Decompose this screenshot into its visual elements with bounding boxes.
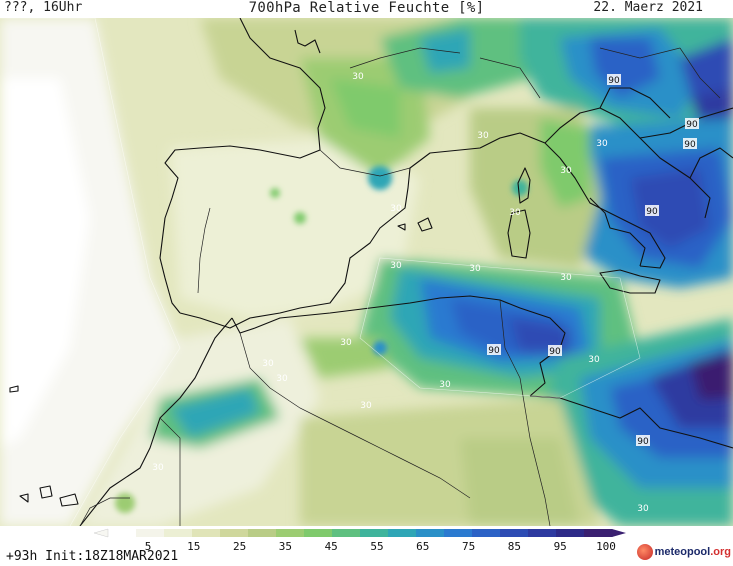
forecast-date: 22. Maerz 2021 xyxy=(593,0,703,15)
brand-logo[interactable]: meteopool .org xyxy=(636,544,731,560)
contour-label: 30 xyxy=(509,208,521,218)
contour-label-bg xyxy=(607,74,621,85)
colorbar-tick-label: 55 xyxy=(370,540,383,550)
colorbar-area: 5 15 25 35 45 55 65 75 85 95 100 +93h Init:18Z18MA… xyxy=(0,526,733,566)
location-time-label: ???, 16Uhr xyxy=(4,0,83,15)
colorbar-cell xyxy=(416,529,445,537)
colorbar-cell xyxy=(332,529,361,537)
init-time-label: +93h Init:18Z18MAR2021 xyxy=(6,549,179,564)
contour-label-bg xyxy=(487,344,501,355)
colorbar-tick-label: 100 xyxy=(596,540,616,550)
colorbar-tick-label: 5 xyxy=(145,540,152,550)
contour-label: 90 xyxy=(686,120,698,130)
colorbar-min-arrow xyxy=(93,528,109,538)
meteopool-icon xyxy=(636,544,653,560)
colorbar-max-arrow xyxy=(612,529,626,537)
contour-label: 30 xyxy=(390,261,402,271)
colorbar-cell xyxy=(136,529,165,537)
brand-suffix: .org xyxy=(710,546,731,558)
colorbar-cell xyxy=(304,529,333,537)
colorbar: 5 15 25 35 45 55 65 75 85 95 100 xyxy=(93,528,626,550)
colorbar-tick-label: 75 xyxy=(462,540,475,550)
colorbar-cell xyxy=(444,529,473,537)
colorbar-tick-label: 25 xyxy=(233,540,246,550)
contour-label: 30 xyxy=(340,338,352,348)
contour-label: 30 xyxy=(276,374,288,384)
contour-label-bg xyxy=(683,138,697,149)
contour-label: 30 xyxy=(439,380,451,390)
contour-label: 30 xyxy=(469,264,481,274)
colorbar-cell xyxy=(500,529,529,537)
contour-label: 30 xyxy=(352,72,364,82)
colorbar-cell xyxy=(584,529,613,537)
contour-label: 30 xyxy=(588,355,600,365)
contour-label-bg xyxy=(548,345,562,356)
colorbar-cell xyxy=(556,529,585,537)
contour-label: 30 xyxy=(152,463,164,473)
humidity-field xyxy=(0,18,733,526)
contour-label-bg xyxy=(645,205,659,216)
contour-label: 30 xyxy=(637,504,649,514)
contour-label: 30 xyxy=(360,401,372,411)
contour-lines xyxy=(0,18,641,526)
contour-label: 90 xyxy=(549,347,561,357)
map-title: 700hPa Relative Feuchte [%] xyxy=(248,0,485,16)
humidity-map: 30 30 30 30 30 30 30 30 30 30 30 30 30 30 30 30 30 90 90 90… xyxy=(0,18,733,526)
colorbar-cell xyxy=(360,529,389,537)
colorbar-tick-label: 65 xyxy=(416,540,429,550)
contour-label: 90 xyxy=(488,346,500,356)
contour-label-bg xyxy=(685,118,699,129)
colorbar-cell xyxy=(388,529,417,537)
colorbar-cell xyxy=(108,529,137,537)
contour-label: 30 xyxy=(560,166,572,176)
colorbar-tick-label: 85 xyxy=(508,540,521,550)
colorbar-tick-label: 35 xyxy=(279,540,292,550)
colorbar-tick-label: 45 xyxy=(325,540,338,550)
contour-label: 30 xyxy=(477,131,489,141)
contour-label: 30 xyxy=(262,359,274,369)
colorbar-cell xyxy=(192,529,221,537)
colorbar-cell xyxy=(248,529,277,537)
contour-label: 30 xyxy=(390,204,402,214)
country-borders xyxy=(79,47,721,526)
contour-label-bg xyxy=(636,435,650,446)
contour-label: 90 xyxy=(637,437,649,447)
contour-label: 90 xyxy=(646,207,658,217)
contour-label: 30 xyxy=(596,139,608,149)
colorbar-cell xyxy=(472,529,501,537)
colorbar-cell xyxy=(528,529,557,537)
contour-label: 30 xyxy=(560,273,572,283)
contour-label: 90 xyxy=(684,140,696,150)
brand-name: meteopool xyxy=(654,546,711,558)
colorbar-cell xyxy=(164,529,193,537)
colorbar-tick-label: 15 xyxy=(187,540,200,550)
contour-label: 90 xyxy=(608,76,620,86)
colorbar-cell xyxy=(220,529,249,537)
colorbar-tick-label: 95 xyxy=(554,540,567,550)
colorbar-cell xyxy=(276,529,305,537)
